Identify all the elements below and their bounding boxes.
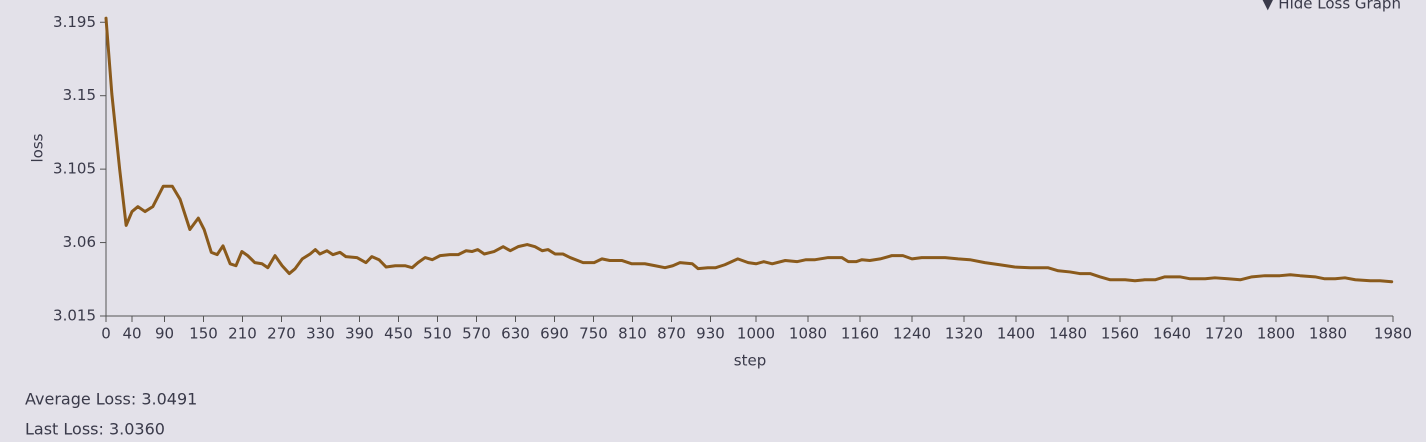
- x-tick-label: 1160: [841, 325, 879, 343]
- x-tick-label: 1480: [1049, 325, 1087, 343]
- y-axis-label: loss: [29, 133, 47, 162]
- x-tick-label: 40: [122, 325, 141, 343]
- x-tick-label: 930: [696, 325, 725, 343]
- x-tick-label: 1560: [1101, 325, 1139, 343]
- x-tick-label: 1240: [893, 325, 931, 343]
- y-tick-label: 3.15: [63, 86, 96, 104]
- x-tick-label: 390: [345, 325, 374, 343]
- y-tick-label: 3.105: [53, 160, 96, 178]
- x-tick-label: 150: [189, 325, 218, 343]
- hide-graph-toggle[interactable]: ▼ Hide Loss Graph: [1262, 0, 1401, 13]
- x-tick-label: 1000: [737, 325, 775, 343]
- x-tick-label: 1880: [1309, 325, 1347, 343]
- x-tick-label: 570: [462, 325, 491, 343]
- x-tick-label: 210: [228, 325, 257, 343]
- x-axis-label: step: [734, 352, 766, 370]
- x-tick-label: 630: [501, 325, 530, 343]
- x-tick-label: 330: [306, 325, 335, 343]
- y-tick-label: 3.06: [63, 233, 96, 251]
- x-tick-label: 270: [267, 325, 296, 343]
- x-tick-label: 1320: [945, 325, 983, 343]
- y-tick-label: 3.015: [53, 307, 96, 325]
- x-tick-label: 1980: [1374, 325, 1412, 343]
- loss-line: [104, 16, 1394, 284]
- x-tick-label: 1080: [789, 325, 827, 343]
- x-tick-label: 510: [423, 325, 452, 343]
- x-tick-label: 870: [657, 325, 686, 343]
- y-tick-label: 3.195: [53, 13, 96, 31]
- x-tick-label: 1640: [1153, 325, 1191, 343]
- x-tick-label: 0: [101, 325, 111, 343]
- x-tick-label: 90: [155, 325, 174, 343]
- x-tick-label: 750: [579, 325, 608, 343]
- last-loss: Last Loss: 3.0360: [25, 420, 165, 439]
- x-tick-label: 810: [618, 325, 647, 343]
- x-tick-label: 1720: [1205, 325, 1243, 343]
- average-loss: Average Loss: 3.0491: [25, 390, 197, 409]
- x-tick-label: 450: [384, 325, 413, 343]
- x-tick-label: 1800: [1257, 325, 1295, 343]
- x-tick-label: 1400: [997, 325, 1035, 343]
- x-tick-label: 690: [540, 325, 569, 343]
